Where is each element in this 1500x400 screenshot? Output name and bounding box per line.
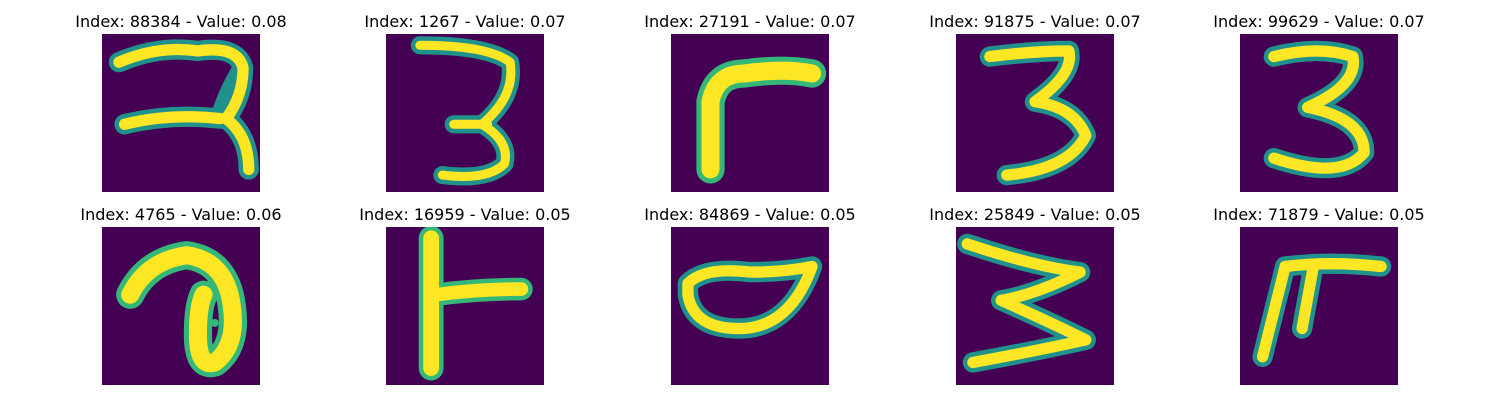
panel-title: Index: 71879 - Value: 0.05 [1213,205,1425,224]
digit-glyph [116,241,248,378]
panel-8: Index: 84869 - Value: 0.05 [630,205,870,395]
digit-image [671,227,829,385]
digit-image [1240,34,1398,192]
panel-5: Index: 99629 - Value: 0.07 [1199,12,1439,202]
panel-title: Index: 25849 - Value: 0.05 [929,205,1141,224]
panel-title: Index: 16959 - Value: 0.05 [359,205,571,224]
digit-image [1240,227,1398,385]
panel-title: Index: 91875 - Value: 0.07 [929,12,1141,31]
panel-title: Index: 99629 - Value: 0.07 [1213,12,1425,31]
digit-image [956,227,1114,385]
panel-title: Index: 4765 - Value: 0.06 [80,205,282,224]
panel-4: Index: 91875 - Value: 0.07 [915,12,1155,202]
digit-image [102,34,260,192]
digit-glyph [108,39,259,180]
digit-glyph [1263,40,1375,179]
digit-glyph [979,40,1096,186]
panel-1: Index: 88384 - Value: 0.08 [61,12,301,202]
digit-glyph [677,256,823,339]
digit-glyph [696,56,827,184]
panel-9: Index: 25849 - Value: 0.05 [915,205,1155,395]
digit-image [386,227,544,385]
digit-image [671,34,829,192]
digit-glyph [1252,253,1392,367]
panel-title: Index: 88384 - Value: 0.08 [75,12,287,31]
panel-title: Index: 27191 - Value: 0.07 [644,12,856,31]
digit-glyph [418,227,533,381]
digit-image [102,227,260,385]
digit-glyph [957,233,1096,373]
panel-10: Index: 71879 - Value: 0.05 [1199,205,1439,395]
panel-title: Index: 1267 - Value: 0.07 [364,12,566,31]
digit-glyph [410,36,520,186]
digit-image [386,34,544,192]
panel-7: Index: 16959 - Value: 0.05 [345,205,585,395]
panel-3: Index: 27191 - Value: 0.07 [630,12,870,202]
panel-title: Index: 84869 - Value: 0.05 [644,205,856,224]
panel-6: Index: 4765 - Value: 0.06 [61,205,301,395]
digit-image [956,34,1114,192]
panel-2: Index: 1267 - Value: 0.07 [345,12,585,202]
